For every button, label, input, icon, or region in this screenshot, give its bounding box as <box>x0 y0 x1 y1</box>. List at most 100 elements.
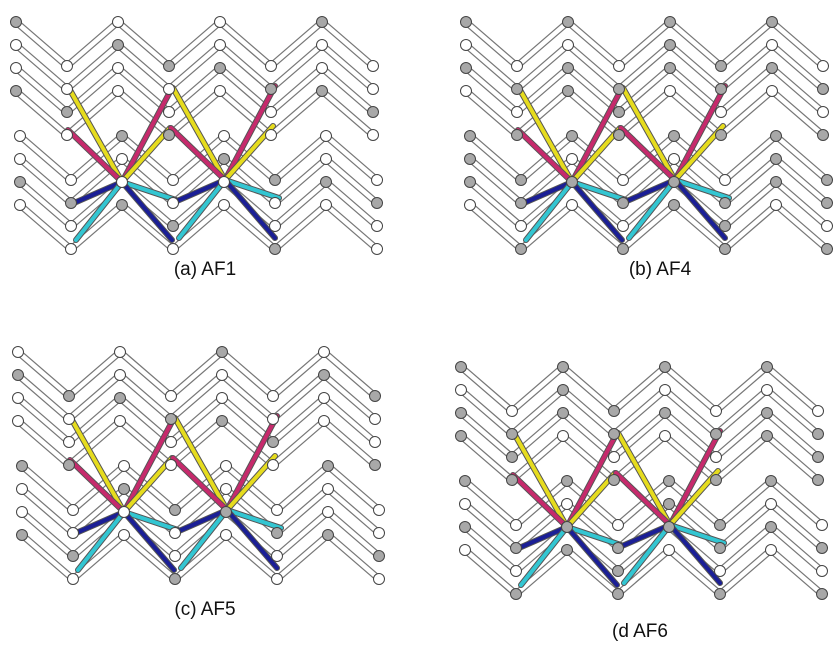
atom <box>515 243 527 255</box>
atom <box>710 405 722 417</box>
atom <box>812 405 824 417</box>
exchange-path <box>513 433 569 529</box>
exchange-path <box>72 180 124 205</box>
exchange-path <box>668 523 726 545</box>
atom <box>664 39 676 51</box>
panel <box>10 16 383 255</box>
atom <box>271 550 283 562</box>
atom <box>617 220 629 232</box>
atom <box>267 390 279 402</box>
exchange-path <box>175 178 227 203</box>
exchange-path <box>570 180 624 242</box>
atom <box>817 83 829 95</box>
atom <box>163 83 175 95</box>
bond <box>463 547 824 597</box>
atom <box>566 130 578 142</box>
atom <box>373 527 385 539</box>
exchange-path <box>122 510 176 572</box>
atom <box>65 174 77 186</box>
exchange-path <box>673 178 727 240</box>
atom <box>371 243 383 255</box>
atom <box>561 521 573 533</box>
exchange-path <box>76 510 126 572</box>
atom <box>659 361 671 373</box>
exchange-path <box>570 86 624 184</box>
atom <box>566 176 578 188</box>
atom <box>562 16 574 28</box>
atom <box>169 573 181 585</box>
atom <box>766 39 778 51</box>
atom <box>367 83 379 95</box>
atom <box>663 521 675 533</box>
bond <box>464 42 825 92</box>
atom <box>220 529 232 541</box>
atom <box>613 60 625 72</box>
atom <box>562 62 574 74</box>
atom <box>67 527 79 539</box>
atom <box>765 475 777 487</box>
atom <box>116 199 128 211</box>
atom <box>464 199 476 211</box>
exchange-path <box>122 456 174 514</box>
atom <box>765 498 777 510</box>
atom <box>65 243 77 255</box>
atom <box>165 436 177 448</box>
atom <box>63 390 75 402</box>
bond <box>468 179 829 229</box>
atom <box>61 83 73 95</box>
atom <box>821 243 833 255</box>
atom <box>318 392 330 404</box>
atom <box>715 129 727 141</box>
atom <box>455 384 467 396</box>
atom <box>515 220 527 232</box>
atom <box>169 504 181 516</box>
atom <box>169 550 181 562</box>
atom <box>714 565 726 577</box>
atom <box>12 369 24 381</box>
exchange-path <box>74 180 124 242</box>
atom <box>821 220 833 232</box>
atom <box>761 430 773 442</box>
bond <box>16 349 377 399</box>
exchange-path <box>225 508 279 570</box>
atom <box>369 390 381 402</box>
exchange-path <box>627 178 677 240</box>
atom <box>659 407 671 419</box>
exchange-path <box>625 178 677 203</box>
atom <box>710 474 722 486</box>
atom <box>10 85 22 97</box>
atom <box>613 129 625 141</box>
atom <box>320 176 332 188</box>
atom <box>506 405 518 417</box>
atom <box>322 506 334 518</box>
atom <box>218 176 230 188</box>
atom <box>608 474 620 486</box>
atom <box>812 451 824 463</box>
exchange-path <box>177 178 227 240</box>
atom <box>612 565 624 577</box>
atom <box>766 62 778 74</box>
bond <box>459 364 820 414</box>
atom <box>269 243 281 255</box>
atom <box>765 544 777 556</box>
atom <box>318 415 330 427</box>
atom <box>510 588 522 600</box>
atom <box>714 519 726 531</box>
atom <box>320 130 332 142</box>
atom <box>812 428 824 440</box>
exchange-path <box>120 180 174 242</box>
atom <box>761 407 773 419</box>
atom <box>216 415 228 427</box>
exchange-path <box>171 86 227 182</box>
atom <box>369 413 381 425</box>
atom <box>318 346 330 358</box>
atom <box>816 542 828 554</box>
atom <box>617 243 629 255</box>
atom <box>817 106 829 118</box>
atom <box>118 529 130 541</box>
atom <box>715 83 727 95</box>
atom <box>367 106 379 118</box>
atom <box>114 392 126 404</box>
atom <box>455 430 467 442</box>
atom <box>67 550 79 562</box>
